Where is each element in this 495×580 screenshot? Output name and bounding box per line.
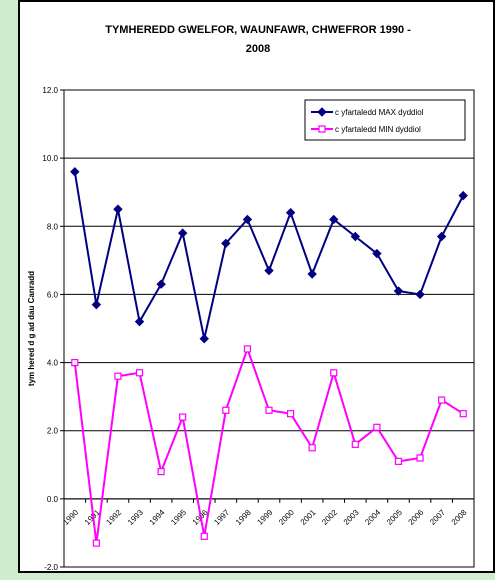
data-point-min <box>179 413 187 421</box>
data-point-max <box>221 238 231 249</box>
x-tick-label: 2007 <box>428 508 447 527</box>
line-chart: TYMHEREDD GWELFOR, WAUNFAWR, CHWEFROR 19… <box>27 24 475 571</box>
x-tick-label: 2004 <box>363 508 382 527</box>
series-max-line <box>73 171 465 339</box>
x-tick-label: 1997 <box>212 508 231 527</box>
data-point-min <box>416 454 424 462</box>
y-tick-label: 6.0 <box>47 290 59 299</box>
y-tick-label: -2.0 <box>44 563 58 571</box>
x-tick-label: 1994 <box>148 508 167 527</box>
legend-entry: c yfartaledd MAX dyddiol <box>335 108 424 117</box>
data-point-min <box>265 406 273 414</box>
data-point-min <box>135 369 144 377</box>
data-point-max <box>415 289 425 300</box>
data-point-min <box>308 444 316 452</box>
y-tick-label: 4.0 <box>47 359 59 368</box>
y-tick-label: 12.0 <box>42 86 58 95</box>
data-point-max <box>177 228 188 238</box>
data-point-min <box>222 406 230 414</box>
data-point-min <box>318 125 326 133</box>
legend: c yfartaledd MAX dyddiol c yfartaledd MIN… <box>304 99 466 141</box>
x-tick-label: 1999 <box>255 508 274 527</box>
data-point-max <box>393 286 404 296</box>
legend-entry: c yfartaledd MIN dyddiol <box>335 125 421 134</box>
x-axis-ticks: 1990 1991 1992 1993 1994 1995 1996 1997 1998 1999… <box>61 498 475 527</box>
data-point-min <box>394 457 403 465</box>
x-tick-label: 1995 <box>169 508 188 527</box>
x-tick-label: 1992 <box>104 508 123 527</box>
data-point-min <box>438 396 446 404</box>
data-point-max <box>199 334 209 344</box>
data-point-max <box>242 214 253 225</box>
data-point-min <box>114 372 122 380</box>
data-point-max <box>458 190 468 201</box>
data-point-max <box>436 231 447 242</box>
data-point-max <box>307 269 317 279</box>
data-point-min <box>157 468 165 476</box>
data-point-min <box>459 410 467 418</box>
data-point-max <box>317 107 327 117</box>
data-point-max <box>264 265 274 276</box>
data-point-min <box>92 539 100 547</box>
chart-frame: TYMHEREDD GWELFOR, WAUNFAWR, CHWEFROR 19… <box>18 0 495 573</box>
data-point-min <box>71 358 79 367</box>
x-tick-label: 2008 <box>450 508 469 527</box>
data-point-max <box>91 299 102 310</box>
y-axis-ticks: -2.0 0.0 2.0 4.0 6.0 8.0 10.0 12.0 <box>42 86 64 571</box>
data-point-max <box>372 248 382 259</box>
x-tick-label: 1998 <box>234 508 253 527</box>
data-point-min <box>330 369 338 377</box>
chart-title-line2: 2008 <box>246 43 270 55</box>
data-point-max <box>350 231 361 242</box>
data-point-max <box>329 214 339 225</box>
chart-title-line1: TYMHEREDD GWELFOR, WAUNFAWR, CHWEFROR 19… <box>105 24 411 36</box>
x-tick-label: 2001 <box>299 508 318 527</box>
data-point-max <box>70 167 80 177</box>
data-point-min <box>373 423 381 431</box>
data-point-min <box>286 410 295 418</box>
gridlines <box>64 89 474 568</box>
plot-area <box>63 89 475 568</box>
x-tick-label: 2003 <box>342 508 361 527</box>
y-axis-label: tym hered d g ad dau Canradd <box>27 271 36 386</box>
y-tick-label: 10.0 <box>42 154 58 163</box>
data-point-min <box>351 440 359 448</box>
data-point-max <box>134 316 145 327</box>
series-group <box>70 167 468 547</box>
x-tick-label: 2005 <box>385 508 404 527</box>
data-point-max <box>285 207 296 218</box>
x-tick-label: 2006 <box>407 508 426 527</box>
x-tick-label: 2000 <box>277 508 296 527</box>
data-point-min <box>200 532 208 540</box>
y-tick-label: 8.0 <box>47 222 59 231</box>
x-tick-label: 2002 <box>320 508 339 527</box>
x-tick-label: 1993 <box>126 508 145 527</box>
data-point-min <box>243 345 252 353</box>
data-point-max <box>113 204 123 214</box>
legend-box <box>304 99 466 141</box>
data-point-max <box>156 279 166 289</box>
y-tick-label: 0.0 <box>47 495 59 504</box>
y-tick-label: 2.0 <box>47 427 59 436</box>
